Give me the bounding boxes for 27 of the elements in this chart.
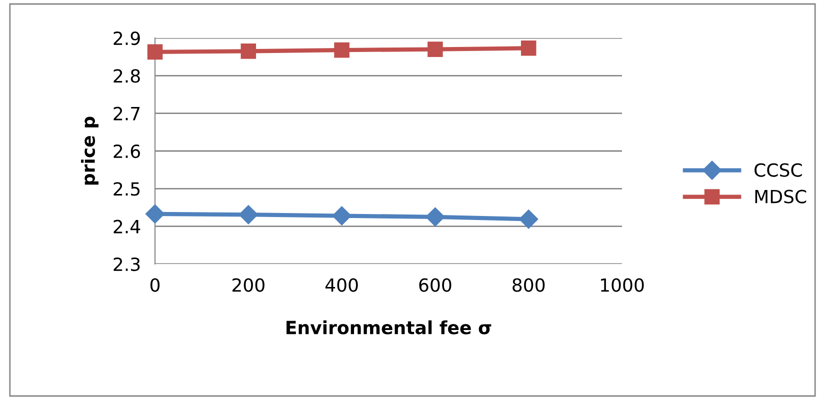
point	[145, 204, 165, 224]
point	[428, 42, 443, 57]
y-tick-label: 2.6	[114, 144, 140, 158]
point	[520, 40, 536, 56]
y-tick-label: 2.8	[114, 69, 140, 83]
point	[334, 42, 350, 58]
y-tick-label: 2.7	[114, 106, 140, 120]
x-tick-label: 600	[419, 278, 452, 292]
x-tick-label: 0	[150, 278, 160, 292]
point	[426, 207, 445, 226]
x-axis-title: Environmental fee σ	[286, 320, 492, 334]
point	[519, 210, 538, 229]
x-tick-label: 1000	[601, 278, 644, 292]
x-tick-label: 400	[325, 278, 358, 292]
point	[332, 206, 352, 226]
y-tick-label: 2.5	[114, 182, 140, 196]
point	[238, 205, 258, 224]
point	[147, 44, 163, 60]
y-tick-label: 2.4	[114, 220, 140, 234]
legend-label: MDSC	[755, 190, 806, 204]
legend-label: CCSC	[754, 163, 802, 177]
y-tick-label: 2.9	[114, 31, 140, 46]
x-tick-label: 200	[232, 278, 264, 292]
x-tick-label: 800	[512, 278, 545, 292]
y-axis-title: price p	[81, 116, 99, 185]
y-tick-label: 2.3	[114, 257, 140, 272]
point	[240, 44, 256, 59]
